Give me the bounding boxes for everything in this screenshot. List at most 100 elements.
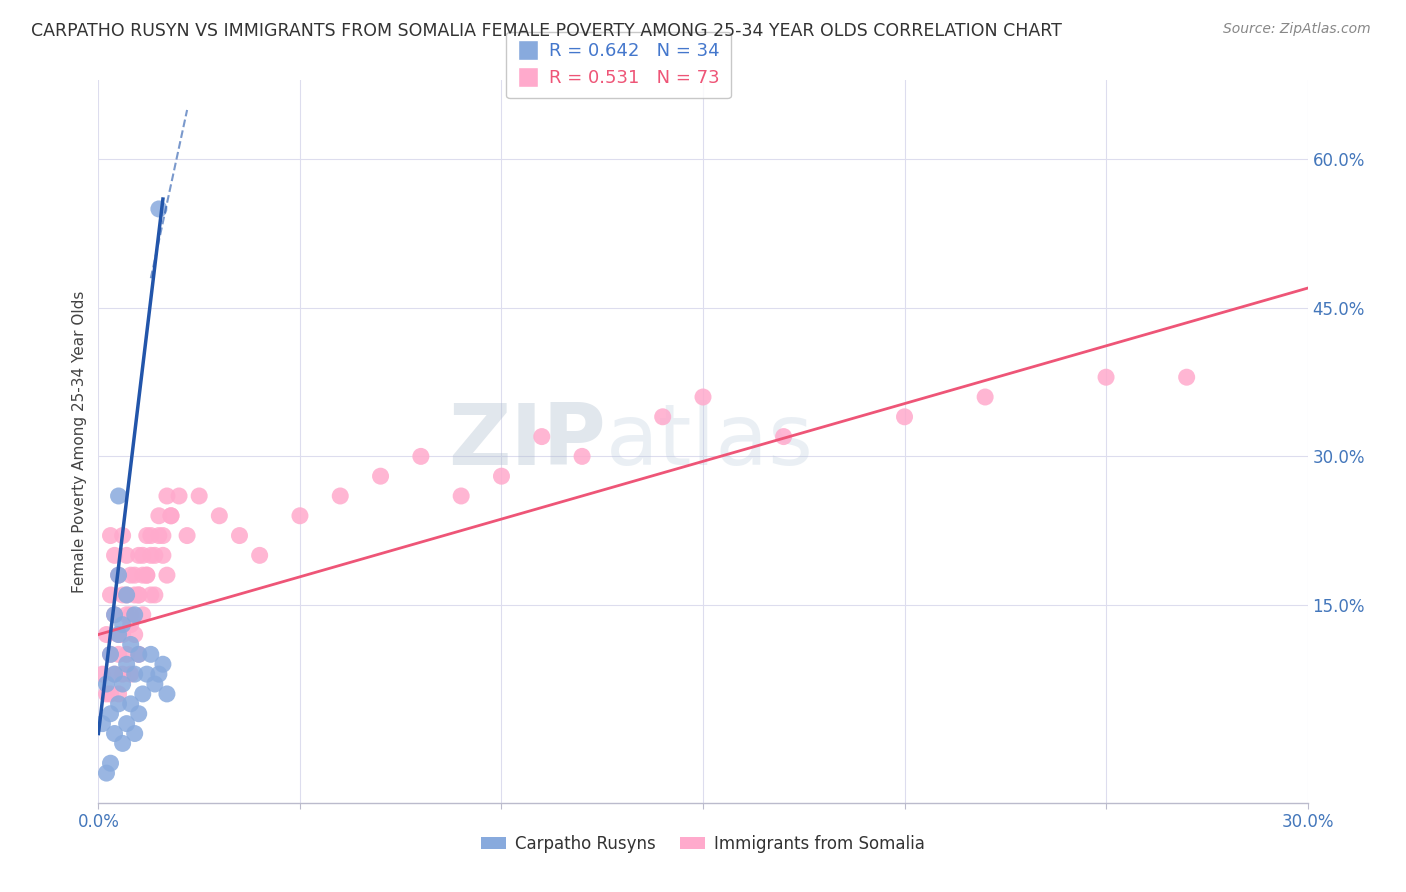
Point	[120, 697, 142, 711]
Point	[409, 450, 432, 464]
Point	[176, 528, 198, 542]
Point	[132, 687, 155, 701]
Point	[152, 528, 174, 542]
Point	[128, 648, 150, 662]
Point	[100, 588, 122, 602]
Point	[100, 648, 122, 662]
Point	[111, 588, 134, 602]
Text: atlas: atlas	[606, 400, 814, 483]
Point	[651, 409, 673, 424]
Point	[120, 637, 142, 651]
Point	[103, 667, 125, 681]
Point	[152, 657, 174, 672]
Y-axis label: Female Poverty Among 25-34 Year Olds: Female Poverty Among 25-34 Year Olds	[72, 291, 87, 592]
Point	[96, 687, 118, 701]
Point	[491, 469, 513, 483]
Point	[100, 756, 122, 771]
Point	[111, 677, 134, 691]
Point	[111, 667, 134, 681]
Point	[107, 697, 129, 711]
Text: ZIP: ZIP	[449, 400, 606, 483]
Point	[228, 528, 250, 542]
Point	[115, 716, 138, 731]
Point	[96, 627, 118, 641]
Point	[450, 489, 472, 503]
Point	[115, 607, 138, 622]
Point	[96, 677, 118, 691]
Point	[1095, 370, 1118, 384]
Point	[530, 429, 553, 443]
Point	[135, 568, 157, 582]
Point	[148, 508, 170, 523]
Point	[111, 617, 134, 632]
Point	[143, 588, 166, 602]
Point	[107, 627, 129, 641]
Point	[124, 667, 146, 681]
Point	[107, 568, 129, 582]
Legend: Carpatho Rusyns, Immigrants from Somalia: Carpatho Rusyns, Immigrants from Somalia	[475, 828, 931, 860]
Point	[124, 726, 146, 740]
Point	[120, 667, 142, 681]
Point	[156, 489, 179, 503]
Point	[160, 508, 183, 523]
Point	[772, 429, 794, 443]
Point	[107, 568, 129, 582]
Point	[143, 677, 166, 691]
Point	[148, 667, 170, 681]
Point	[100, 687, 122, 701]
Point	[132, 549, 155, 563]
Point	[115, 657, 138, 672]
Point	[139, 528, 162, 542]
Point	[893, 409, 915, 424]
Point	[103, 607, 125, 622]
Point	[156, 687, 179, 701]
Point	[128, 588, 150, 602]
Point	[128, 588, 150, 602]
Point	[132, 607, 155, 622]
Point	[100, 706, 122, 721]
Point	[124, 627, 146, 641]
Point	[571, 450, 593, 464]
Point	[135, 528, 157, 542]
Point	[139, 648, 162, 662]
Point	[107, 489, 129, 503]
Point	[974, 390, 997, 404]
Point	[156, 568, 179, 582]
Point	[115, 648, 138, 662]
Point	[124, 607, 146, 622]
Point	[120, 607, 142, 622]
Point	[91, 716, 114, 731]
Point	[124, 588, 146, 602]
Point	[111, 627, 134, 641]
Point	[91, 667, 114, 681]
Point	[370, 469, 392, 483]
Point	[128, 706, 150, 721]
Point	[135, 568, 157, 582]
Point	[249, 549, 271, 563]
Point	[120, 568, 142, 582]
Point	[103, 549, 125, 563]
Point	[100, 528, 122, 542]
Point	[188, 489, 211, 503]
Point	[152, 549, 174, 563]
Point	[139, 549, 162, 563]
Point	[96, 766, 118, 780]
Point	[132, 568, 155, 582]
Point	[692, 390, 714, 404]
Point	[148, 528, 170, 542]
Point	[115, 588, 138, 602]
Point	[107, 687, 129, 701]
Text: Source: ZipAtlas.com: Source: ZipAtlas.com	[1223, 22, 1371, 37]
Point	[329, 489, 352, 503]
Point	[103, 607, 125, 622]
Point	[107, 648, 129, 662]
Point	[1175, 370, 1198, 384]
Point	[139, 588, 162, 602]
Point	[120, 617, 142, 632]
Point	[143, 549, 166, 563]
Point	[111, 736, 134, 750]
Point	[148, 202, 170, 216]
Point	[124, 568, 146, 582]
Point	[128, 648, 150, 662]
Point	[115, 549, 138, 563]
